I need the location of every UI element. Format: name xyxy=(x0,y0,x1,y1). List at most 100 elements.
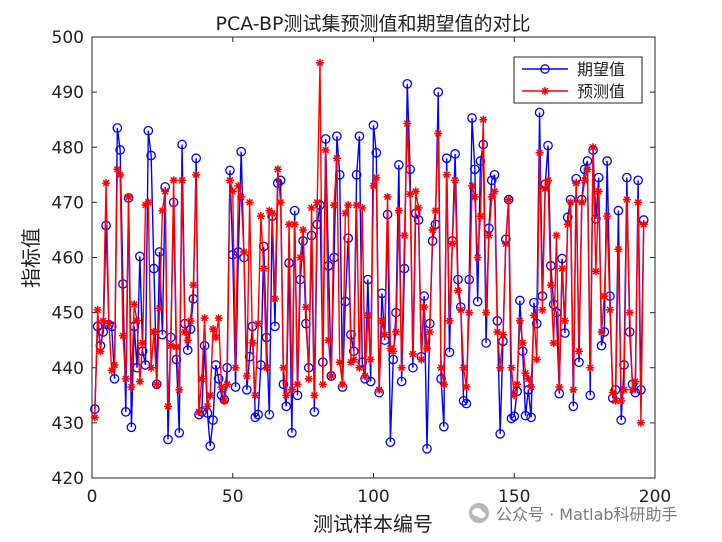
data-point xyxy=(299,225,308,234)
data-point xyxy=(591,267,600,276)
data-point xyxy=(135,377,144,386)
data-point xyxy=(199,340,210,351)
data-point xyxy=(133,316,142,325)
data-point xyxy=(357,357,368,368)
data-point xyxy=(469,164,480,175)
data-point xyxy=(406,190,415,199)
data-point xyxy=(408,362,418,373)
data-point xyxy=(620,385,629,394)
x-tick-label: 50 xyxy=(222,487,244,507)
data-point xyxy=(496,363,505,372)
data-point xyxy=(115,145,126,155)
x-tick-label: 150 xyxy=(498,487,530,507)
data-point xyxy=(368,120,379,131)
data-point xyxy=(174,427,185,438)
data-point xyxy=(290,220,299,229)
data-point xyxy=(510,391,519,400)
data-point xyxy=(617,396,626,405)
data-point xyxy=(459,363,468,372)
data-point xyxy=(301,303,310,312)
data-point xyxy=(444,347,455,358)
data-point xyxy=(577,198,586,207)
data-point xyxy=(515,295,525,306)
data-point xyxy=(186,316,195,325)
data-point xyxy=(264,409,275,420)
data-point xyxy=(154,247,165,257)
data-point xyxy=(436,373,446,384)
data-point xyxy=(121,374,130,383)
data-point xyxy=(245,198,254,207)
data-point xyxy=(461,398,472,409)
data-point xyxy=(200,314,209,323)
data-point xyxy=(504,195,513,204)
data-point xyxy=(541,184,550,193)
data-point xyxy=(152,380,161,389)
data-point xyxy=(107,366,116,375)
data-point xyxy=(631,377,640,386)
data-point xyxy=(487,192,496,201)
data-point xyxy=(476,212,485,221)
data-point xyxy=(441,153,452,164)
data-point xyxy=(453,286,462,295)
data-point xyxy=(304,374,313,383)
data-point xyxy=(394,206,403,215)
data-point xyxy=(603,212,612,221)
data-point xyxy=(467,113,477,123)
data-point xyxy=(568,401,579,412)
data-point xyxy=(192,170,201,179)
data-point xyxy=(361,372,370,381)
data-point xyxy=(351,169,362,180)
data-point xyxy=(611,396,620,405)
data-point xyxy=(585,390,596,401)
data-point xyxy=(146,150,156,161)
data-point xyxy=(593,172,604,183)
data-point xyxy=(546,281,555,290)
data-point xyxy=(366,355,375,364)
data-point xyxy=(389,347,398,356)
data-point xyxy=(109,373,120,384)
data-point xyxy=(209,325,218,334)
data-point xyxy=(307,203,316,212)
data-point xyxy=(608,388,617,397)
data-point xyxy=(456,305,465,314)
data-point xyxy=(544,176,553,185)
data-point xyxy=(439,421,449,432)
data-point xyxy=(309,406,320,417)
data-point xyxy=(369,181,378,190)
data-point xyxy=(445,316,454,325)
data-point xyxy=(313,198,322,207)
series-layer xyxy=(89,58,649,454)
data-point xyxy=(586,363,595,372)
data-point xyxy=(220,396,229,405)
data-point xyxy=(259,264,268,273)
data-point xyxy=(189,281,198,290)
watermark: 公众号 · Matlab科研助手 xyxy=(468,500,678,526)
data-point xyxy=(324,336,333,345)
data-point xyxy=(493,327,502,336)
data-point xyxy=(213,373,224,384)
data-point xyxy=(113,165,122,174)
data-point xyxy=(289,205,300,216)
data-point xyxy=(484,231,493,240)
x-tick-label: 200 xyxy=(639,487,671,507)
data-point xyxy=(535,148,544,157)
data-point xyxy=(332,131,342,142)
data-point xyxy=(126,422,137,433)
data-point xyxy=(582,156,593,166)
data-point xyxy=(234,181,243,190)
data-point xyxy=(396,376,407,387)
data-point xyxy=(408,349,417,358)
data-point xyxy=(442,170,451,179)
data-point xyxy=(479,115,488,124)
data-point xyxy=(572,179,581,188)
data-point xyxy=(532,355,541,364)
data-point xyxy=(521,369,530,378)
data-point xyxy=(363,311,372,320)
data-point xyxy=(124,192,133,201)
data-point xyxy=(431,206,440,215)
data-point xyxy=(365,376,376,387)
x-axis-label: 测试样本编号 xyxy=(313,512,433,536)
data-point xyxy=(118,331,127,340)
data-point xyxy=(256,212,265,221)
data-point xyxy=(335,358,344,367)
